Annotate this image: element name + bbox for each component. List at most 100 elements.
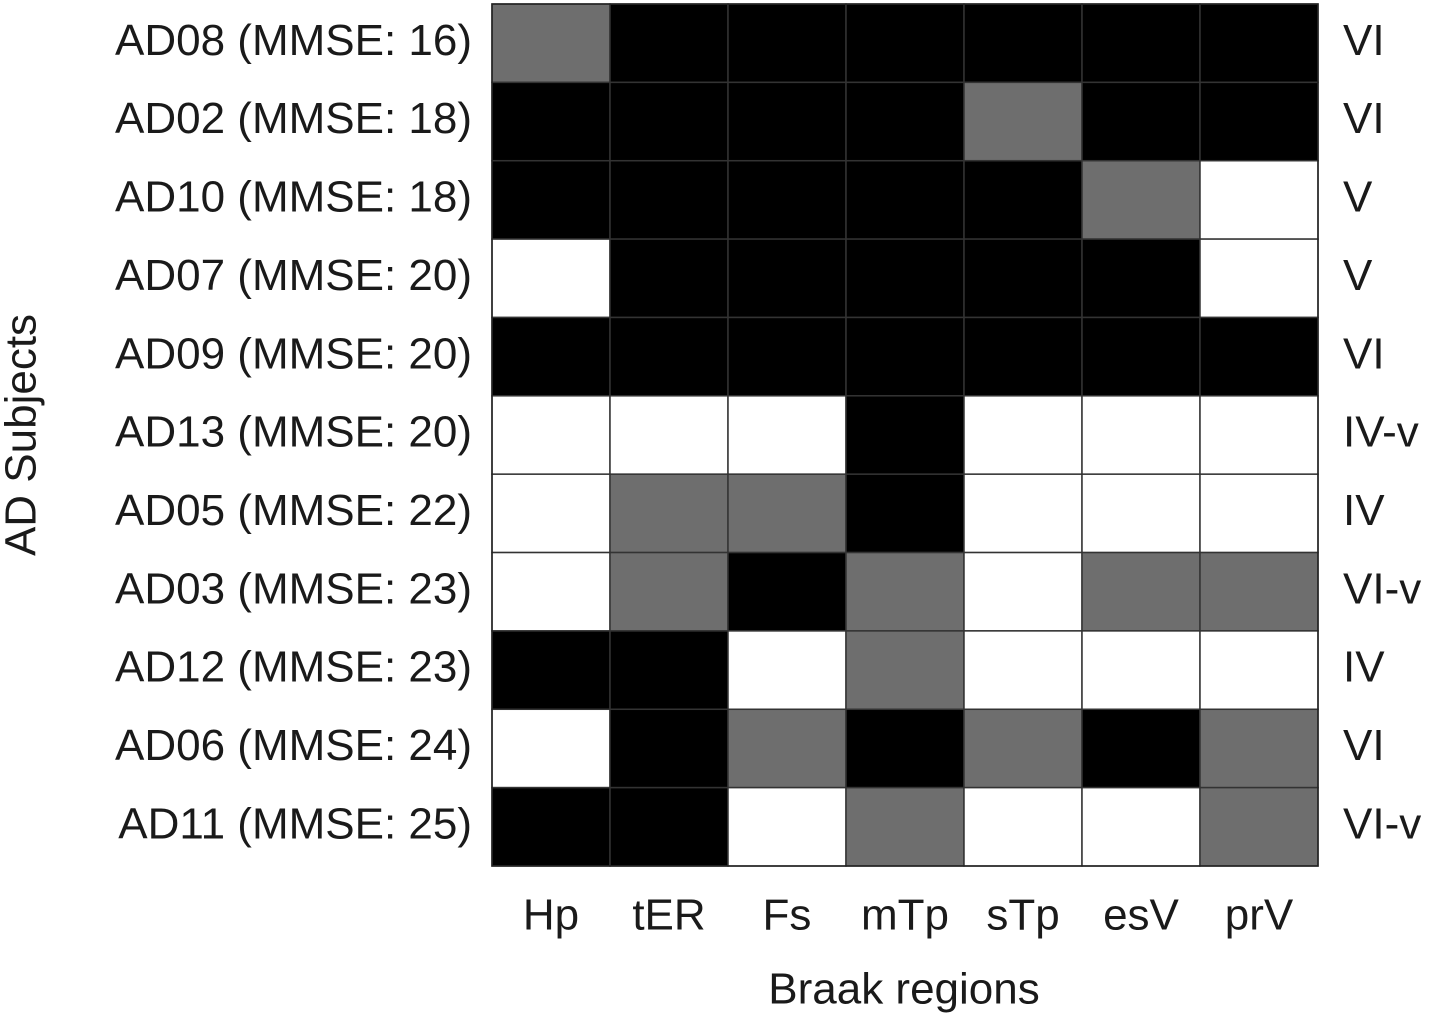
- cell: [609, 551, 729, 632]
- cell: [609, 395, 729, 475]
- cell: [963, 3, 1083, 84]
- cell: [963, 238, 1083, 319]
- cell: [491, 81, 611, 162]
- row-label: AD09 (MMSE: 20): [115, 329, 472, 378]
- cell: [963, 708, 1083, 789]
- cell: [727, 630, 847, 711]
- cell: [963, 473, 1083, 554]
- row-annotation: IV-v: [1343, 408, 1419, 457]
- row-label: AD11 (MMSE: 25): [118, 799, 472, 848]
- cell: [963, 316, 1083, 397]
- x-tick-label: Fs: [763, 891, 812, 940]
- x-tick-label: Hp: [523, 891, 579, 940]
- cell: [1081, 3, 1201, 84]
- row-label: AD06 (MMSE: 24): [115, 721, 472, 770]
- cell: [1199, 238, 1319, 319]
- cell: [1199, 159, 1319, 240]
- cell: [1081, 316, 1201, 397]
- cell: [845, 316, 965, 397]
- cell: [727, 81, 847, 162]
- cell: [491, 159, 611, 240]
- cell: [1199, 630, 1319, 711]
- cell: [1199, 316, 1319, 397]
- x-tick-label: esV: [1103, 891, 1179, 940]
- row-label: AD07 (MMSE: 20): [115, 251, 472, 300]
- cell: [727, 395, 847, 475]
- cell: [727, 316, 847, 397]
- cell: [609, 630, 729, 711]
- cell: [845, 473, 965, 554]
- x-axis-label: Braak regions: [768, 965, 1039, 1014]
- cell: [1081, 159, 1201, 240]
- cell: [963, 395, 1083, 475]
- cell: [845, 81, 965, 162]
- row-annotation: V: [1343, 173, 1373, 222]
- row-annotation: VI: [1343, 16, 1385, 65]
- cell: [609, 786, 729, 867]
- cell: [963, 786, 1083, 867]
- row-annotation: VI: [1343, 94, 1385, 143]
- cell: [609, 159, 729, 240]
- cell: [727, 159, 847, 240]
- cell: [963, 551, 1083, 632]
- cell: [491, 473, 611, 554]
- cell: [845, 786, 965, 867]
- row-label: AD08 (MMSE: 16): [115, 16, 472, 65]
- cell: [727, 786, 847, 867]
- cell: [491, 395, 611, 475]
- cell: [845, 238, 965, 319]
- plot-frame: [491, 3, 1319, 867]
- row-label: AD10 (MMSE: 18): [115, 173, 472, 222]
- cell: [1199, 395, 1319, 475]
- row-annotation: V: [1343, 251, 1373, 300]
- cell: [609, 3, 729, 84]
- cell: [1199, 708, 1319, 789]
- cell: [1081, 395, 1201, 475]
- cell: [1081, 551, 1201, 632]
- cell: [845, 395, 965, 475]
- cell: [1199, 786, 1319, 867]
- cell: [845, 159, 965, 240]
- cell: [1081, 81, 1201, 162]
- cell: [491, 786, 611, 867]
- cell: [727, 238, 847, 319]
- row-annotation: VI-v: [1343, 799, 1421, 848]
- cell: [491, 708, 611, 789]
- x-tick-label: sTp: [986, 891, 1059, 940]
- cell: [1199, 3, 1319, 84]
- cell: [1199, 473, 1319, 554]
- row-label: AD05 (MMSE: 22): [115, 486, 472, 535]
- cell: [845, 630, 965, 711]
- cell: [491, 238, 611, 319]
- x-tick-label: tER: [632, 891, 705, 940]
- cell: [491, 3, 611, 84]
- row-annotation: IV: [1343, 643, 1385, 692]
- cell: [1081, 238, 1201, 319]
- row-annotation: VI: [1343, 329, 1385, 378]
- row-annotation: IV: [1343, 486, 1385, 535]
- cell: [491, 316, 611, 397]
- cell: [963, 81, 1083, 162]
- cell: [727, 473, 847, 554]
- cell: [1199, 81, 1319, 162]
- cell: [609, 81, 729, 162]
- cell: [963, 159, 1083, 240]
- cell: [845, 551, 965, 632]
- cell: [1081, 473, 1201, 554]
- cell: [727, 551, 847, 632]
- row-label: AD03 (MMSE: 23): [115, 564, 472, 613]
- x-tick-label: prV: [1225, 891, 1294, 940]
- row-label: AD13 (MMSE: 20): [115, 408, 472, 457]
- cell: [963, 630, 1083, 711]
- x-tick-label: mTp: [861, 891, 949, 940]
- cell: [609, 316, 729, 397]
- cell: [727, 708, 847, 789]
- cell: [609, 708, 729, 789]
- row-annotation: VI-v: [1343, 564, 1421, 613]
- cell: [1199, 551, 1319, 632]
- y-axis-label: AD Subjects: [0, 314, 46, 556]
- cell: [609, 473, 729, 554]
- cell: [491, 551, 611, 632]
